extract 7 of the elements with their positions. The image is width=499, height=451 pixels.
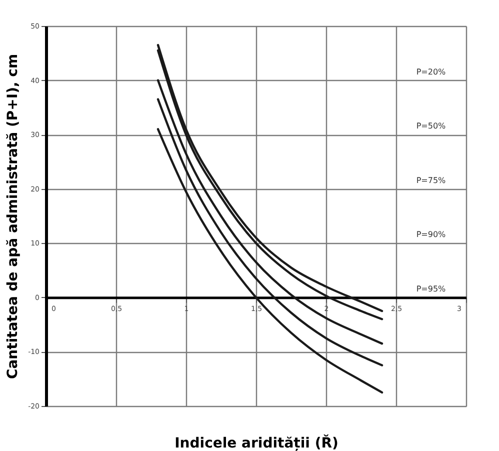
text: P=75%: [416, 176, 446, 185]
text: P=95%: [416, 284, 446, 294]
text: P=20%: [416, 67, 446, 76]
text: P=50%: [416, 122, 446, 131]
x-axis-title: Indicele aridității (Ř): [174, 434, 338, 451]
y-axis-title: Cantitatea de apă administrată (P+I), cm: [5, 54, 22, 380]
text: P=90%: [416, 230, 446, 240]
